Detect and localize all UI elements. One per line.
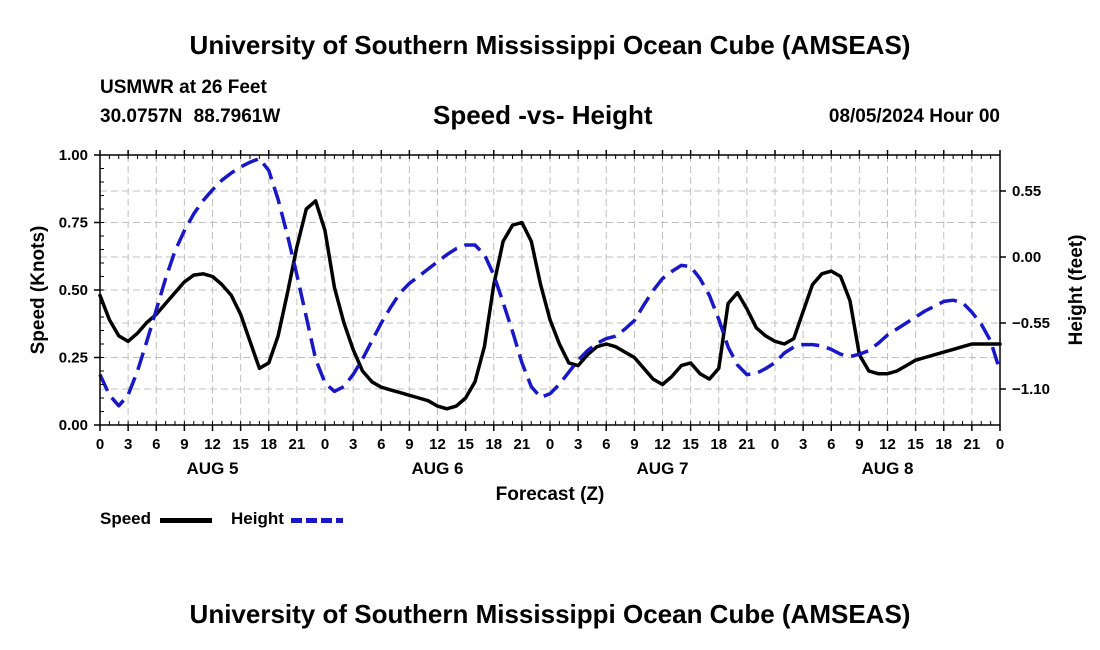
forecast-datetime: 08/05/2024 Hour 00 bbox=[828, 106, 1000, 127]
y-tick-label: 0.25 bbox=[59, 350, 88, 367]
x-tick-label: 18 bbox=[260, 436, 277, 453]
axis-layer: 0 3 6 9 12 15 18 21 0 3 6 9 12 15 18 21 0 3 6 9 12 15 18 21 0 3 6 9… bbox=[59, 147, 1050, 478]
x-tick-label: 6 bbox=[152, 436, 160, 453]
x-tick-label: 15 bbox=[457, 436, 474, 453]
legend-speed-swatch bbox=[160, 518, 212, 523]
series-layer bbox=[98, 156, 1002, 411]
day-label: AUG 5 bbox=[187, 459, 239, 478]
y-tick-label: 0.75 bbox=[59, 215, 88, 232]
day-label: AUG 6 bbox=[412, 459, 464, 478]
y-axis-label: Speed (Knots) bbox=[28, 226, 49, 355]
x-tick-label: 18 bbox=[710, 436, 727, 453]
x-tick-label: 0 bbox=[996, 436, 1004, 453]
y2-tick-label: −0.55 bbox=[1012, 315, 1050, 332]
legend-height-label: Height bbox=[231, 509, 284, 528]
x-tick-label: 3 bbox=[124, 436, 132, 453]
x-tick-label: 9 bbox=[405, 436, 413, 453]
x-tick-label: 12 bbox=[654, 436, 671, 453]
x-tick-label: 15 bbox=[682, 436, 699, 453]
x-tick-label: 6 bbox=[827, 436, 835, 453]
coordinates-label: 30.0757N 88.7961W bbox=[100, 106, 281, 127]
grid-layer bbox=[100, 155, 1000, 425]
y2-tick-label: 0.00 bbox=[1012, 249, 1041, 266]
x-tick-label: 15 bbox=[232, 436, 249, 453]
station-label: USMWR at 26 Feet bbox=[100, 77, 267, 98]
x-tick-label: 9 bbox=[855, 436, 863, 453]
x-tick-label: 21 bbox=[739, 436, 756, 453]
x-tick-label: 6 bbox=[602, 436, 610, 453]
x-tick-label: 21 bbox=[964, 436, 981, 453]
legend-speed-label: Speed bbox=[100, 509, 152, 528]
x-tick-label: 3 bbox=[349, 436, 357, 453]
chart-title: Speed -vs- Height bbox=[433, 100, 653, 130]
y2-tick-label: −1.10 bbox=[1012, 381, 1050, 398]
series-line-speed bbox=[98, 199, 1002, 411]
x-tick-label: 0 bbox=[321, 436, 329, 453]
y-tick-label: 0.00 bbox=[59, 417, 88, 434]
day-label: AUG 8 bbox=[862, 459, 914, 478]
x-axis-label: Forecast (Z) bbox=[496, 484, 605, 505]
footer-title: University of Southern Mississippi Ocean… bbox=[189, 599, 911, 629]
x-tick-label: 0 bbox=[771, 436, 779, 453]
day-label: AUG 7 bbox=[637, 459, 689, 478]
series-line-height bbox=[98, 156, 1002, 408]
x-tick-label: 3 bbox=[574, 436, 582, 453]
x-tick-label: 0 bbox=[96, 436, 104, 453]
x-tick-label: 15 bbox=[907, 436, 924, 453]
x-tick-label: 9 bbox=[180, 436, 188, 453]
x-tick-label: 21 bbox=[514, 436, 531, 453]
x-tick-label: 18 bbox=[935, 436, 952, 453]
x-tick-label: 3 bbox=[799, 436, 807, 453]
x-tick-label: 9 bbox=[630, 436, 638, 453]
x-tick-label: 21 bbox=[289, 436, 306, 453]
x-tick-label: 12 bbox=[204, 436, 221, 453]
page-title: University of Southern Mississippi Ocean… bbox=[189, 30, 911, 60]
y2-axis-label: Height (feet) bbox=[1066, 235, 1087, 346]
x-tick-label: 12 bbox=[429, 436, 446, 453]
x-tick-label: 18 bbox=[485, 436, 502, 453]
x-tick-label: 0 bbox=[546, 436, 554, 453]
legend-height-swatch bbox=[291, 518, 343, 523]
y2-tick-label: 0.55 bbox=[1012, 183, 1041, 200]
y-tick-label: 0.50 bbox=[59, 282, 88, 299]
x-tick-label: 12 bbox=[879, 436, 896, 453]
x-tick-label: 6 bbox=[377, 436, 385, 453]
y-tick-label: 1.00 bbox=[59, 147, 88, 164]
